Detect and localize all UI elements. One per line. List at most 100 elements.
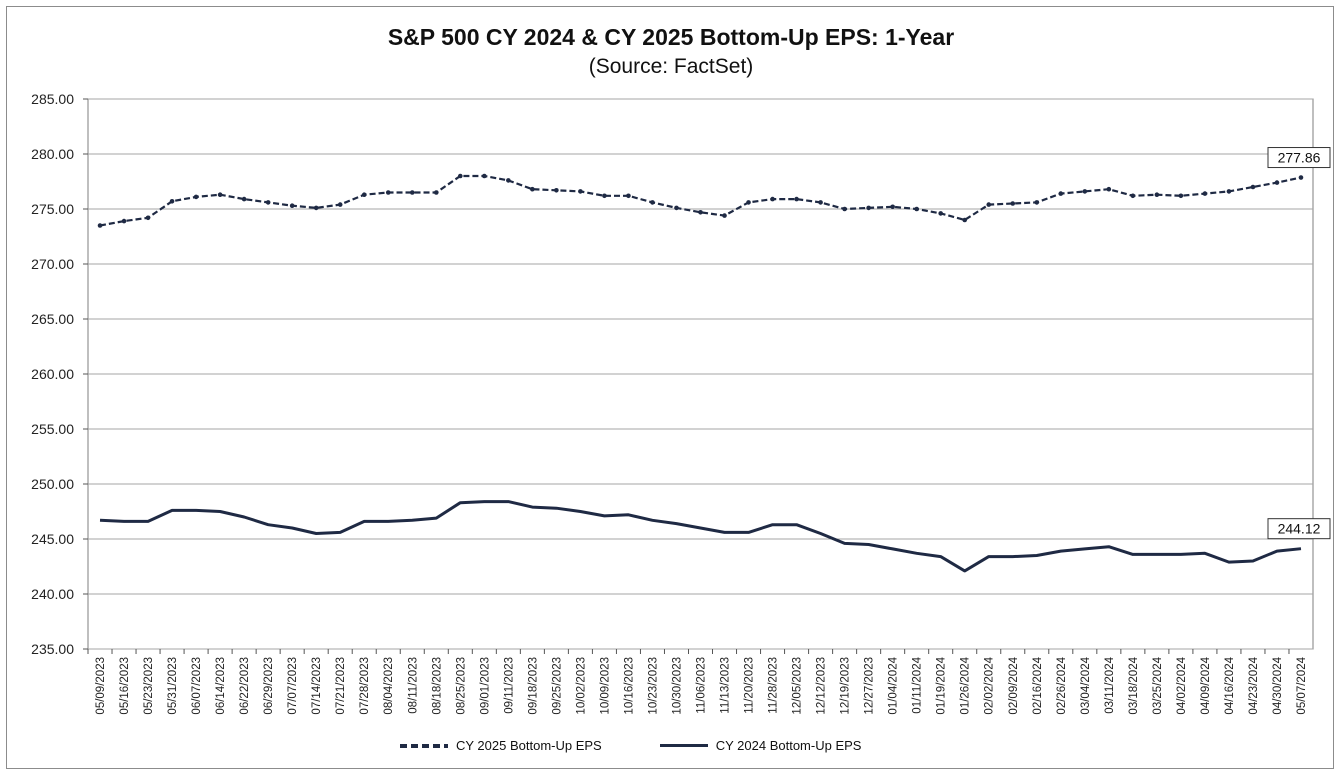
x-tick-label: 06/14/2023 xyxy=(215,657,227,715)
x-tick-label: 05/31/2023 xyxy=(167,657,179,715)
x-tick-label: 07/14/2023 xyxy=(311,657,323,715)
data-point-cy2025 xyxy=(1250,184,1256,190)
data-point-cy2025 xyxy=(169,199,175,204)
x-tick-label: 02/16/2024 xyxy=(1032,656,1044,714)
x-tick-label: 03/04/2024 xyxy=(1080,656,1092,714)
x-tick-label: 05/07/2024 xyxy=(1296,656,1308,714)
data-point-cy2025 xyxy=(650,200,655,205)
data-point-cy2025 xyxy=(914,206,919,212)
legend-swatch-dashed xyxy=(400,743,448,748)
legend-item-cy2024: CY 2024 Bottom-Up EPS xyxy=(659,738,861,753)
x-tick-label: 08/18/2023 xyxy=(431,657,443,715)
y-tick-label: 265.00 xyxy=(31,311,74,327)
x-tick-label: 04/30/2024 xyxy=(1272,656,1284,714)
data-point-cy2025 xyxy=(409,190,415,195)
x-tick-label: 06/22/2023 xyxy=(239,657,251,715)
legend-swatch-solid xyxy=(659,744,708,747)
y-tick-label: 235.00 xyxy=(31,641,74,657)
x-tick-label: 11/28/2023 xyxy=(768,657,780,714)
x-tick-label: 11/20/2023 xyxy=(744,657,756,714)
data-point-cy2025 xyxy=(866,205,871,211)
x-tick-label: 12/19/2023 xyxy=(840,657,852,715)
data-point-cy2025 xyxy=(482,173,487,179)
x-tick-label: 10/09/2023 xyxy=(599,657,611,715)
data-point-cy2025 xyxy=(530,186,535,192)
data-point-cy2025 xyxy=(241,196,247,202)
x-tick-label: 09/01/2023 xyxy=(479,657,491,715)
legend-item-cy2025: CY 2025 Bottom-Up EPS xyxy=(400,738,602,753)
data-point-cy2025 xyxy=(698,210,703,215)
data-point-cy2025 xyxy=(842,206,847,212)
x-tick-label: 11/13/2023 xyxy=(720,657,732,714)
x-tick-label: 12/27/2023 xyxy=(864,657,876,715)
data-point-cy2025 xyxy=(433,190,439,195)
data-point-cy2025 xyxy=(506,178,511,183)
chart-plot: 235.00 240.00 245.00 250.00 255.00 260.00 265.… xyxy=(31,91,1331,715)
series-line-cy2025 xyxy=(99,174,1302,227)
legend: CY 2025 Bottom-Up EPS CY 2024 Bottom-Up … xyxy=(400,738,919,753)
x-tick-label: 07/07/2023 xyxy=(287,657,299,715)
data-point-cy2025 xyxy=(1106,186,1112,192)
x-tick-label: 02/26/2024 xyxy=(1056,656,1068,714)
data-point-cy2025 xyxy=(1010,201,1016,206)
data-point-cy2025 xyxy=(986,202,992,207)
x-tick-label: 06/29/2023 xyxy=(263,657,275,715)
data-point-cy2025 xyxy=(121,218,127,224)
y-tick-label: 250.00 xyxy=(31,476,74,492)
data-point-cy2025 xyxy=(145,215,151,221)
x-tick-label: 08/11/2023 xyxy=(407,657,419,714)
data-point-cy2025 xyxy=(337,202,343,207)
x-tick-label: 04/02/2024 xyxy=(1176,656,1188,714)
end-label-cy2025: 277.86 xyxy=(1278,150,1321,166)
data-point-cy2025 xyxy=(1058,191,1064,196)
data-point-cy2025 xyxy=(193,194,199,200)
end-label-box-cy2024 xyxy=(1267,518,1331,540)
gridlines xyxy=(87,98,1314,650)
end-label-cy2024: 244.12 xyxy=(1278,521,1321,537)
data-point-cy2025 xyxy=(938,211,943,216)
x-tick-label: 08/25/2023 xyxy=(455,657,467,715)
data-point-cy2025 xyxy=(1202,191,1208,196)
x-tick-label: 03/18/2024 xyxy=(1128,656,1140,714)
x-tick-label: 07/21/2023 xyxy=(335,657,347,715)
data-point-cy2025 xyxy=(217,192,223,197)
chart-subtitle: (Source: FactSet) xyxy=(588,55,754,78)
x-axis: 05/09/2023 05/16/2023 05/23/2023 05/31/2023… xyxy=(87,649,1308,715)
x-tick-label: 09/18/2023 xyxy=(527,657,539,715)
data-point-cy2025 xyxy=(818,200,823,205)
data-point-cy2025 xyxy=(722,213,727,218)
data-point-cy2025 xyxy=(626,193,631,199)
data-point-cy2025 xyxy=(1154,192,1160,197)
y-tick-label: 245.00 xyxy=(31,531,74,547)
data-point-cy2025 xyxy=(361,192,367,197)
x-tick-label: 10/23/2023 xyxy=(647,657,659,715)
data-point-cy2025 xyxy=(1298,175,1304,180)
series-line-cy2024 xyxy=(99,500,1302,573)
data-point-cy2025 xyxy=(890,204,895,210)
x-tick-label: 10/30/2023 xyxy=(671,657,683,715)
data-point-cy2025 xyxy=(1274,180,1280,185)
x-tick-label: 01/19/2024 xyxy=(936,656,948,714)
data-point-cy2025 xyxy=(265,200,271,205)
data-point-cy2025 xyxy=(746,200,751,205)
y-tick-label: 240.00 xyxy=(31,586,74,602)
data-point-cy2025 xyxy=(962,217,968,223)
data-point-cy2025 xyxy=(458,173,463,179)
series-layer xyxy=(97,173,1304,573)
chart-frame xyxy=(6,6,1334,769)
x-tick-label: 09/11/2023 xyxy=(503,657,515,714)
x-tick-label: 08/04/2023 xyxy=(383,657,395,715)
x-tick-label: 12/05/2023 xyxy=(792,657,804,715)
x-tick-label: 11/06/2023 xyxy=(696,657,708,714)
x-tick-label: 01/04/2024 xyxy=(888,656,900,714)
x-tick-label: 06/07/2023 xyxy=(191,657,203,715)
data-point-cy2025 xyxy=(1226,189,1232,194)
x-tick-label: 02/02/2024 xyxy=(984,656,996,714)
x-tick-label: 03/11/2024 xyxy=(1104,656,1116,713)
legend-label-cy2025: CY 2025 Bottom-Up EPS xyxy=(456,738,602,753)
data-point-cy2025 xyxy=(313,205,319,211)
end-labels: 277.86 244.12 xyxy=(1267,147,1331,540)
y-tick-label: 280.00 xyxy=(31,146,74,162)
end-label-box-cy2025 xyxy=(1267,147,1331,169)
x-tick-label: 07/28/2023 xyxy=(359,657,371,715)
